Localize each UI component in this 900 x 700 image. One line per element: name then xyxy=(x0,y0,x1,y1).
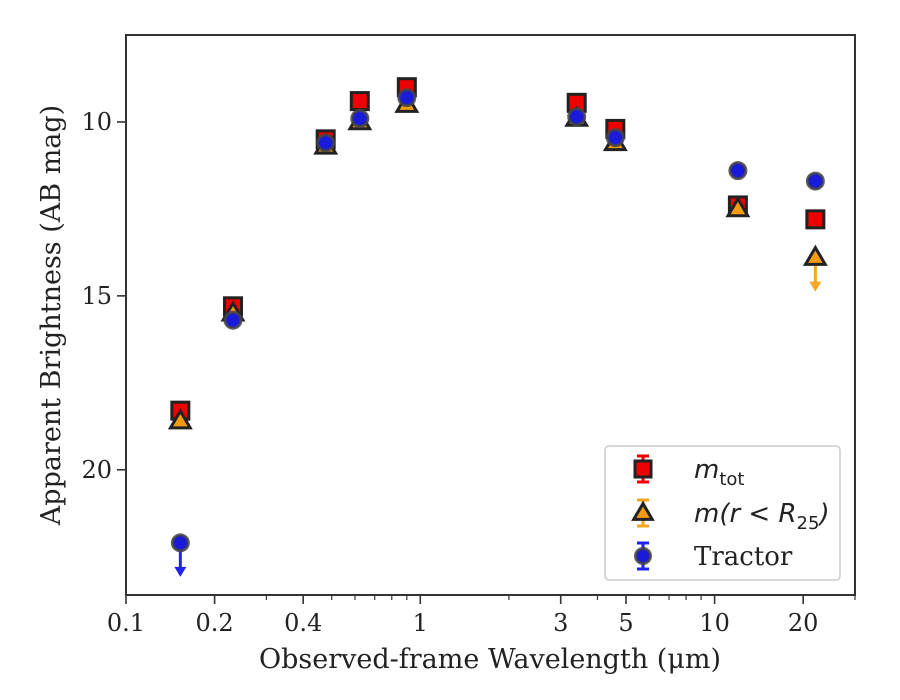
legend-marker-triangle xyxy=(631,500,655,521)
data-point-circle xyxy=(350,108,370,128)
data-point-circle xyxy=(170,533,190,553)
plot-frame xyxy=(125,34,856,596)
legend-label: Tractor xyxy=(694,542,793,572)
y-tick-label: 15 xyxy=(81,282,112,310)
series-circle xyxy=(170,88,825,577)
legend: mtot m(r < R25) Tractor xyxy=(604,445,841,581)
x-tick-label: 10 xyxy=(699,609,730,637)
x-tick-label: 1 xyxy=(413,609,428,637)
x-tick-label: 5 xyxy=(618,609,633,637)
data-point-circle xyxy=(728,161,748,181)
x-tick-label: 0.2 xyxy=(196,609,234,637)
data-point-circle xyxy=(223,310,243,330)
x-tick-label: 3 xyxy=(553,609,568,637)
data-point-triangle xyxy=(725,195,751,218)
y-tick-label: 10 xyxy=(81,108,112,136)
data-point-square xyxy=(349,91,370,112)
upper-limit-arrow-head xyxy=(174,566,187,577)
x-tick-label: 0.1 xyxy=(107,609,145,637)
x-tick-label: 20 xyxy=(788,609,819,637)
x-axis-title: Observed-frame Wavelength (μm) xyxy=(259,644,721,675)
legend-marker-circle xyxy=(634,547,652,565)
data-point-circle xyxy=(567,107,587,127)
data-point-circle xyxy=(316,133,336,153)
data-point-triangle xyxy=(802,244,828,266)
data-point-circle xyxy=(805,171,825,191)
legend-box xyxy=(604,445,841,581)
legend-label: m(r < R25) xyxy=(694,499,830,534)
data-point-circle xyxy=(605,128,625,148)
axes-layer: 0.1 0.2 0.4 1 3 5 10 20 10 15 20 xyxy=(81,108,856,637)
legend-marker-square xyxy=(633,459,653,479)
data-point-triangle xyxy=(167,408,193,430)
x-tick-label: 0.4 xyxy=(284,609,322,637)
y-tick-label: 20 xyxy=(81,456,112,484)
upper-limit-arrow-head xyxy=(809,281,822,292)
data-point-square xyxy=(805,209,826,230)
data-point-circle xyxy=(397,88,417,108)
legend-label: mtot xyxy=(694,455,744,490)
y-axis-title: Apparent Brightness (AB mag) xyxy=(36,105,67,526)
data-layer xyxy=(167,77,828,577)
